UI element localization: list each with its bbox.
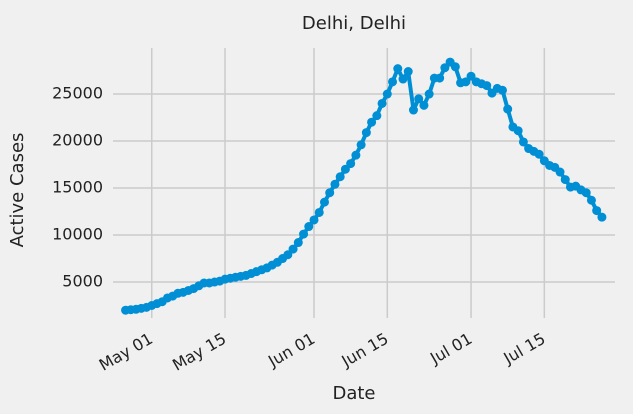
- marker: [497, 85, 507, 95]
- marker: [288, 244, 298, 254]
- marker: [403, 66, 413, 76]
- marker: [330, 179, 340, 189]
- marker: [309, 215, 319, 225]
- marker: [356, 140, 366, 150]
- marker: [346, 159, 356, 169]
- marker: [592, 206, 602, 216]
- marker: [304, 222, 314, 232]
- marker: [393, 64, 403, 74]
- marker: [560, 175, 570, 185]
- marker: [388, 77, 398, 87]
- marker: [503, 104, 513, 114]
- marker: [534, 149, 544, 159]
- x-axis-label: Date: [332, 383, 375, 404]
- marker: [581, 188, 591, 198]
- marker: [424, 89, 434, 99]
- chart-title: Delhi, Delhi: [302, 13, 406, 34]
- marker: [372, 111, 382, 121]
- marker: [382, 89, 392, 99]
- marker: [435, 73, 445, 83]
- marker: [314, 207, 324, 217]
- marker: [299, 229, 309, 239]
- marker: [335, 172, 345, 182]
- y-axis-label: Active Cases: [7, 133, 28, 248]
- marker: [518, 137, 528, 147]
- marker: [293, 238, 303, 248]
- marker: [597, 212, 607, 222]
- marker: [555, 167, 565, 177]
- marker: [419, 100, 429, 110]
- marker: [482, 81, 492, 91]
- marker: [408, 105, 418, 115]
- y-tick-label: 20000: [52, 131, 103, 150]
- y-tick-label: 10000: [52, 225, 103, 244]
- marker: [377, 98, 387, 108]
- marker: [466, 71, 476, 81]
- marker: [351, 150, 361, 160]
- marker: [340, 164, 350, 174]
- marker: [450, 62, 460, 72]
- marker: [325, 188, 335, 198]
- y-tick-label: 5000: [62, 272, 103, 291]
- marker: [440, 63, 450, 73]
- y-tick-label: 15000: [52, 178, 103, 197]
- y-tick-label: 25000: [52, 84, 103, 103]
- marker: [586, 195, 596, 205]
- marker: [361, 128, 371, 138]
- marker: [398, 74, 408, 84]
- marker: [283, 250, 293, 260]
- marker: [367, 117, 377, 127]
- marker: [513, 126, 523, 136]
- marker: [414, 94, 424, 104]
- marker: [319, 197, 329, 207]
- marker: [461, 77, 471, 87]
